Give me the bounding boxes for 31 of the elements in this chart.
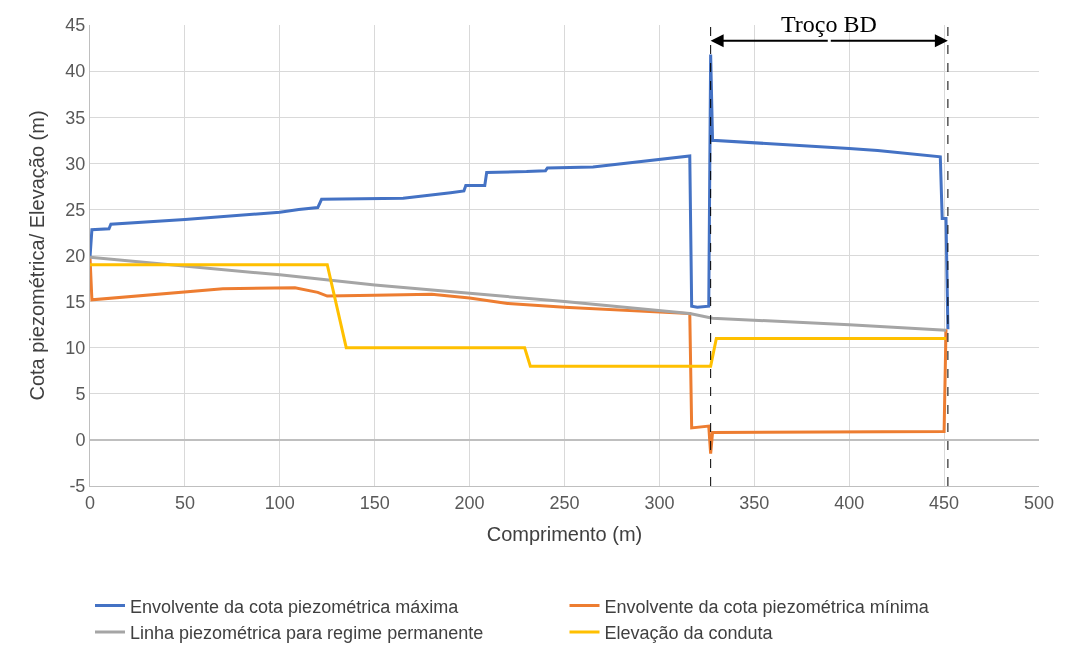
x-tick-label: 200 [454, 492, 485, 513]
annotation: Troço BD [781, 11, 877, 37]
y-tick-label: 20 [65, 245, 86, 266]
y-tick-label: -5 [69, 476, 86, 497]
legend-label: Linha piezométrica para regime permanente [130, 623, 484, 644]
y-tick-label: 5 [75, 384, 86, 405]
y-tick-label: 10 [65, 338, 86, 358]
x-tick-label: 450 [929, 492, 960, 513]
y-axis-title: Cota piezométrica/ Elevação (m) [25, 110, 48, 401]
y-tick-label: 35 [65, 107, 86, 128]
x-axis-title: Comprimento (m) [486, 523, 643, 546]
x-tick-label: 100 [264, 492, 295, 513]
y-tick-label: 40 [65, 61, 86, 82]
y-tick-label: 15 [65, 291, 86, 312]
y-tick-label: 25 [65, 199, 86, 220]
legend-label: Envolvente da cota piezométrica máxima [130, 596, 460, 617]
legend-label: Envolvente da cota piezométrica mínima [604, 596, 930, 617]
x-tick-label: 500 [1023, 492, 1055, 513]
line-series [90, 263, 948, 368]
x-tick-label: 50 [174, 492, 195, 513]
y-tick-label: 0 [75, 430, 86, 451]
line-series [90, 53, 950, 331]
line-series [90, 255, 948, 332]
x-tick-label: 400 [834, 492, 865, 513]
x-tick-label: 150 [359, 492, 390, 513]
y-tick-label: 45 [65, 15, 86, 36]
x-tick-label: 350 [739, 492, 770, 513]
y-tick-label: 30 [65, 153, 86, 174]
x-tick-label: 250 [549, 492, 580, 513]
legend-label: Elevação da conduta [604, 623, 774, 644]
x-tick-label: 300 [644, 492, 675, 513]
